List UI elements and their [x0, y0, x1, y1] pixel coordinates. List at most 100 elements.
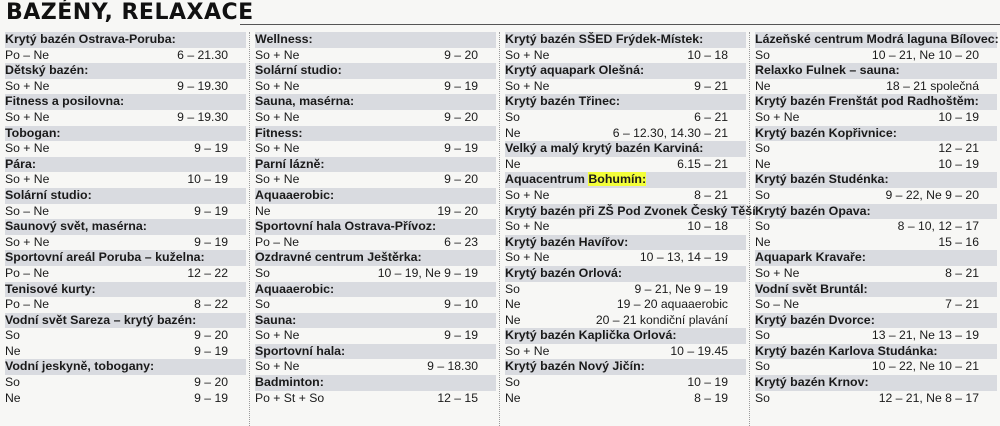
venue-heading: Krytý bazén Kopřivnice: [755, 125, 997, 142]
hours-row: So + Ne 8 – 21 [755, 266, 997, 282]
opening-hours: 9 – 18.30 [427, 359, 478, 374]
venue-heading: Aquaaerobic: [255, 187, 496, 204]
day-range: So [255, 265, 270, 280]
venue-name: Krytý bazén Studénka: [755, 172, 889, 188]
venue-name-text: Krytý bazén Orlová: [505, 265, 623, 280]
venue-name-text: Fitness a posilovna: [5, 94, 125, 109]
opening-hours: 6 – 12.30, 14.30 – 21 [612, 125, 728, 140]
opening-hours: 10 – 19 [687, 375, 728, 390]
opening-hours: 9 – 19.30 [177, 109, 228, 124]
opening-hours: 10 – 19 [187, 172, 228, 187]
day-range: Ne [755, 234, 771, 249]
venue-name-text: Vodní jeskyně, tobogany: [5, 359, 155, 374]
venue-name-text: Dětský bazén: [5, 63, 89, 78]
day-range: Ne [255, 203, 271, 218]
day-range: Po + St + So [255, 390, 325, 405]
day-range: Ne [505, 156, 521, 171]
hours-row: So 6 – 21 [505, 110, 746, 126]
venue-name: Saunový svět, masérna: [5, 219, 147, 235]
venue-name-text: Sportovní areál Poruba – kuželna: [5, 250, 205, 265]
venue-name-text: Krytý bazén při ZŠ Pod Zvonek Český Těší… [505, 203, 768, 218]
opening-hours: 18 – 21 společná [886, 78, 979, 93]
hours-row: So + Ne 9 – 20 [255, 110, 496, 126]
day-range: So + Ne [5, 109, 50, 124]
day-range: So + Ne [505, 47, 550, 62]
opening-hours: 9 – 19 [194, 390, 228, 405]
column-3: Krytý bazén SŠED Frýdek-Místek: So + Ne 10… [500, 32, 767, 426]
venue-name-text: Saunový svět, masérna: [5, 219, 147, 234]
hours-row: So + Ne 10 – 18 [505, 48, 746, 64]
venue-name-text: Krytý bazén Frenštát pod Radhoštěm: [755, 94, 979, 109]
opening-hours: 19 – 20 aquaaerobic [616, 297, 728, 312]
hours-row: So 9 – 20 [5, 375, 246, 391]
venue-heading: Badminton: [255, 375, 496, 391]
venue-name: Krytý bazén Kopřivnice: [755, 126, 897, 142]
hours-row: So 10 – 22, Ne 10 – 21 [755, 359, 997, 375]
venue-heading: Sauna, masérna: [255, 94, 496, 110]
venue-name-text: Vodní svět Bruntál: [755, 281, 868, 296]
listing-columns: Krytý bazén Ostrava-Poruba: Po – Ne 6 – 21… [0, 32, 1000, 426]
opening-hours: 19 – 20 [437, 203, 478, 218]
opening-hours: 9 – 19 [194, 203, 228, 218]
venue-name: Vodní svět Bruntál: [755, 282, 868, 298]
opening-hours: 9 – 19 [444, 328, 478, 343]
venue-heading: Dětský bazén: [5, 63, 246, 79]
hours-row: So + Ne 8 – 21 [505, 188, 746, 204]
venue-heading: Relaxko Fulnek – sauna: [755, 63, 997, 79]
day-range: So + Ne [5, 78, 50, 93]
venue-heading: Krytý bazén Studénka: [755, 172, 997, 188]
opening-hours: 12 – 21, Ne 8 – 17 [878, 390, 979, 405]
venue-name-text: Krytý bazén SŠED Frýdek-Místek: [505, 32, 704, 46]
venue-name: Wellness: [255, 32, 313, 48]
day-range: So + Ne [255, 78, 300, 93]
opening-hours: 9 – 20 [194, 375, 228, 390]
day-range: So [5, 328, 20, 343]
venue-heading: Krytý bazén Dvorce: [755, 312, 997, 329]
opening-hours: 10 – 18 [687, 219, 728, 234]
day-range: So + Ne [255, 109, 300, 124]
day-range: Ne [505, 125, 521, 140]
venue-heading: Tenisové kurty: [5, 281, 246, 298]
opening-hours: 9 – 20 [194, 328, 228, 343]
opening-hours: 12 – 22 [187, 265, 228, 280]
venue-heading: Aquaaerobic: [255, 281, 496, 298]
day-range: So [255, 297, 270, 312]
venue-heading: Krytý bazén Kaplička Orlová: [505, 328, 746, 344]
venue-heading: Krytý bazén SŠED Frýdek-Místek: [505, 32, 746, 48]
opening-hours: 8 – 10, 12 – 17 [897, 219, 979, 234]
hours-row: So + Ne 9 – 19 [255, 328, 496, 344]
opening-hours: 9 – 19 [444, 78, 478, 93]
opening-hours: 9 – 20 [444, 172, 478, 187]
day-range: So + Ne [255, 328, 300, 343]
opening-hours: 20 – 21 kondiční plavání [595, 312, 728, 327]
hours-row: So 12 – 21, Ne 8 – 17 [755, 391, 997, 407]
venue-name: Badminton: [255, 375, 324, 391]
hours-row: Ne 18 – 21 společná [755, 79, 997, 95]
venue-heading: Saunový svět, masérna: [5, 219, 246, 235]
hours-row: So + Ne 9 – 19 [5, 141, 246, 157]
venue-name-text: Krytý bazén Kaplička Orlová: [505, 328, 677, 343]
opening-hours: 9 – 19 [444, 141, 478, 156]
venue-heading: Krytý bazén Nový Jičín: [505, 359, 746, 376]
opening-hours: 6 – 21 [694, 109, 728, 124]
day-range: So + Ne [5, 141, 50, 156]
day-range: Po – Ne [255, 234, 300, 249]
opening-hours: 9 – 20 [444, 47, 478, 62]
venue-name: Dětský bazén: [5, 63, 88, 79]
venue-heading: Krytý bazén Karlova Studánka: [755, 343, 997, 360]
hours-row: So 9 – 10 [255, 297, 496, 313]
venue-name: Vodní jeskyně, tobogany: [5, 359, 154, 375]
venue-name-text: Krytý aquapark Olešná: [505, 63, 645, 78]
day-range: So – Ne [5, 203, 50, 218]
opening-hours: 10 – 18 [687, 47, 728, 62]
venue-heading: Vodní svět Sareza – krytý bazén: [5, 312, 246, 329]
venue-name: Sportovní hala: [255, 344, 345, 360]
venue-name: Pára: [5, 157, 36, 173]
opening-hours: 13 – 21, Ne 13 – 19 [871, 328, 979, 343]
opening-hours: 9 – 19 [194, 234, 228, 249]
day-range: So [755, 359, 770, 374]
venue-name: Krytý bazén Opava: [755, 204, 871, 220]
day-range: Po – Ne [5, 47, 50, 62]
day-range: Ne [5, 343, 21, 358]
hours-row: So 8 – 10, 12 – 17 [755, 219, 997, 235]
